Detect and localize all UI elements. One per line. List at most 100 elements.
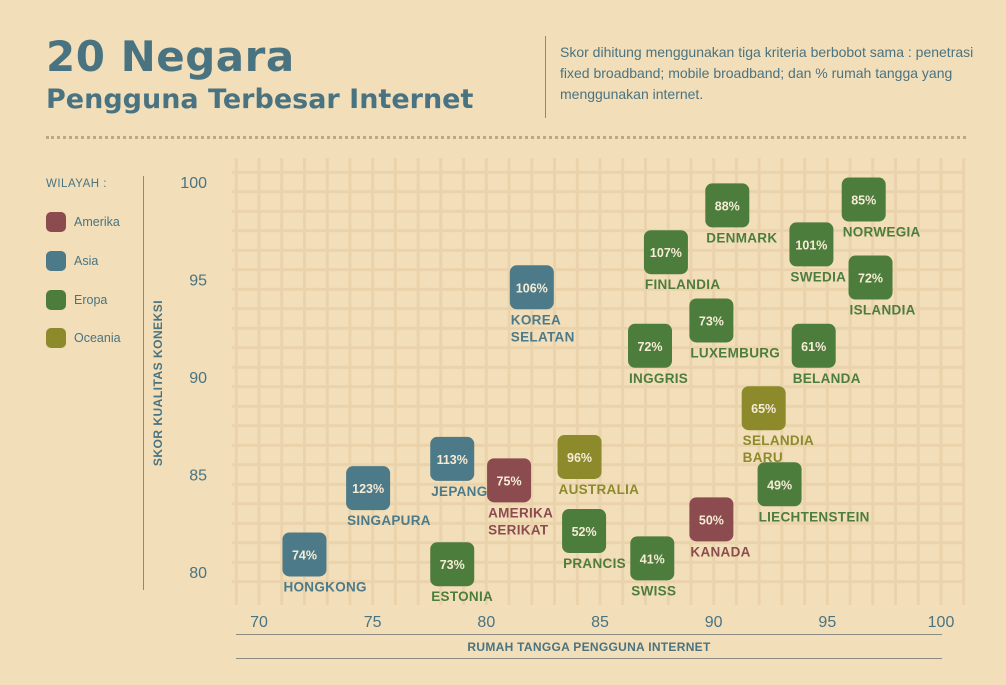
- point-hongkong: 74% HONGKONG: [282, 532, 367, 594]
- legend-label-eropa: Eropa: [74, 293, 108, 307]
- point-marker: [430, 436, 475, 481]
- point-value-label: 52%: [572, 525, 597, 539]
- point-luxemburg: 73% LUXEMBURG: [689, 298, 780, 360]
- point-prancis: 52% PRANCIS: [562, 509, 626, 571]
- x-axis-title-line-top: [236, 634, 942, 635]
- point-value-label: 75%: [497, 474, 522, 488]
- point-marker: [630, 536, 675, 581]
- point-country-label: ESTONIA: [431, 589, 493, 604]
- point-value-label: 73%: [699, 314, 724, 328]
- legend-title: WILAYAH :: [46, 178, 107, 190]
- point-inggris: 72% INGGRIS: [628, 323, 688, 386]
- chart-grid: [232, 158, 966, 605]
- point-value-label: 113%: [437, 453, 468, 467]
- legend-swatch-amerika: [46, 212, 66, 232]
- point-country-label: ISLANDIA: [850, 303, 916, 318]
- point-swedia: 101% SWEDIA: [789, 222, 846, 284]
- point-swiss: 41% SWISS: [630, 536, 676, 598]
- point-value-label: 72%: [858, 272, 883, 286]
- point-marker: [689, 298, 734, 343]
- legend-item-amerika: Amerika: [46, 211, 120, 233]
- y-tick-label: 80: [189, 565, 207, 582]
- point-islandia: 72% ISLANDIA: [848, 255, 916, 318]
- point-marker: [643, 230, 688, 275]
- point-country-label: FINLANDIA: [645, 277, 720, 292]
- point-value-label: 49%: [767, 478, 792, 492]
- header-divider: [545, 36, 546, 118]
- point-country-label: BARU: [743, 450, 783, 465]
- point-marker: [848, 255, 893, 300]
- point-value-label: 73%: [440, 558, 465, 572]
- x-tick-label: 70: [250, 614, 268, 631]
- point-country-label: PRANCIS: [563, 556, 626, 571]
- point-country-label: AMERIKA: [488, 505, 553, 520]
- point-selandia-baru: 65% SELANDIA BARU: [741, 386, 814, 465]
- point-value-label: 61%: [801, 340, 826, 354]
- point-country-label: AUSTRALIA: [559, 482, 640, 497]
- point-marker: [705, 183, 750, 228]
- x-tick-label: 90: [705, 614, 723, 631]
- page-title: 20 Negara: [46, 32, 295, 81]
- point-value-label: 101%: [795, 238, 827, 252]
- point-value-label: 107%: [650, 246, 682, 260]
- point-country-label: HONGKONG: [283, 579, 366, 594]
- point-country-label: INGGRIS: [629, 371, 688, 386]
- legend-label-asia: Asia: [74, 254, 99, 268]
- point-marker: [557, 434, 602, 479]
- page-subtitle: Pengguna Terbesar Internet: [46, 84, 474, 115]
- point-liechtenstein: 49% LIECHTENSTEIN: [757, 462, 870, 524]
- dotted-separator: [46, 136, 966, 139]
- point-country-label: SERIKAT: [488, 522, 549, 537]
- x-tick-label: 95: [818, 614, 836, 631]
- point-denmark: 88% DENMARK: [705, 183, 777, 245]
- point-value-label: 85%: [851, 194, 876, 208]
- point-country-label: BELANDA: [793, 371, 861, 386]
- point-marker: [689, 497, 734, 542]
- point-marker: [741, 386, 786, 431]
- point-kanada: 50% KANADA: [689, 497, 750, 559]
- description-text: Skor dihitung menggunakan tiga kriteria …: [560, 44, 974, 102]
- x-tick-label: 80: [477, 614, 495, 631]
- legend-swatch-asia: [46, 251, 66, 271]
- y-tick-label: 85: [189, 468, 207, 485]
- point-country-label: SELANDIA: [743, 433, 814, 448]
- point-value-label: 72%: [637, 340, 662, 354]
- point-finlandia: 107% FINLANDIA: [643, 230, 720, 292]
- point-marker: [789, 222, 834, 267]
- x-axis-title: RUMAH TANGGA PENGGUNA INTERNET: [467, 640, 711, 654]
- point-value-label: 88%: [715, 199, 740, 213]
- data-points: 74% HONGKONG 123% SINGAPURA 113% JEPANG 106% KO…: [282, 177, 921, 604]
- x-tick-label: 100: [928, 614, 955, 631]
- x-tick-label: 85: [591, 614, 609, 631]
- y-tick-label: 100: [180, 175, 207, 192]
- point-marker: [628, 323, 673, 368]
- point-singapura: 123% SINGAPURA: [346, 466, 431, 528]
- point-country-label: SINGAPURA: [347, 513, 431, 528]
- legend-label-amerika: Amerika: [74, 215, 120, 229]
- point-marker: [346, 466, 391, 511]
- point-estonia: 73% ESTONIA: [430, 542, 493, 604]
- point-korea-selatan: 106% KOREA SELATAN: [509, 265, 575, 344]
- point-belanda: 61% BELANDA: [791, 323, 861, 386]
- axis-ticks: 70 75 80 85 90 95 100 100 95 90 85 80: [180, 175, 954, 631]
- point-country-label: SWEDIA: [790, 269, 846, 284]
- point-value-label: 96%: [567, 451, 592, 465]
- x-tick-label: 75: [364, 614, 382, 631]
- point-value-label: 65%: [751, 402, 776, 416]
- y-axis-title-line: [143, 176, 144, 590]
- point-country-label: KANADA: [690, 544, 750, 559]
- point-country-label: JEPANG: [431, 484, 487, 499]
- point-marker: [791, 323, 836, 368]
- legend-swatch-eropa: [46, 290, 66, 310]
- point-value-label: 41%: [640, 552, 665, 566]
- legend-item-asia: Asia: [46, 250, 98, 272]
- point-country-label: SELATAN: [511, 329, 575, 344]
- point-value-label: 50%: [699, 513, 724, 527]
- point-country-label: LUXEMBURG: [690, 345, 780, 360]
- legend-swatch-oceania: [46, 328, 66, 348]
- point-country-label: KOREA: [511, 312, 561, 327]
- point-country-label: NORWEGIA: [843, 225, 921, 240]
- point-marker: [562, 509, 607, 554]
- point-country-label: LIECHTENSTEIN: [759, 509, 870, 524]
